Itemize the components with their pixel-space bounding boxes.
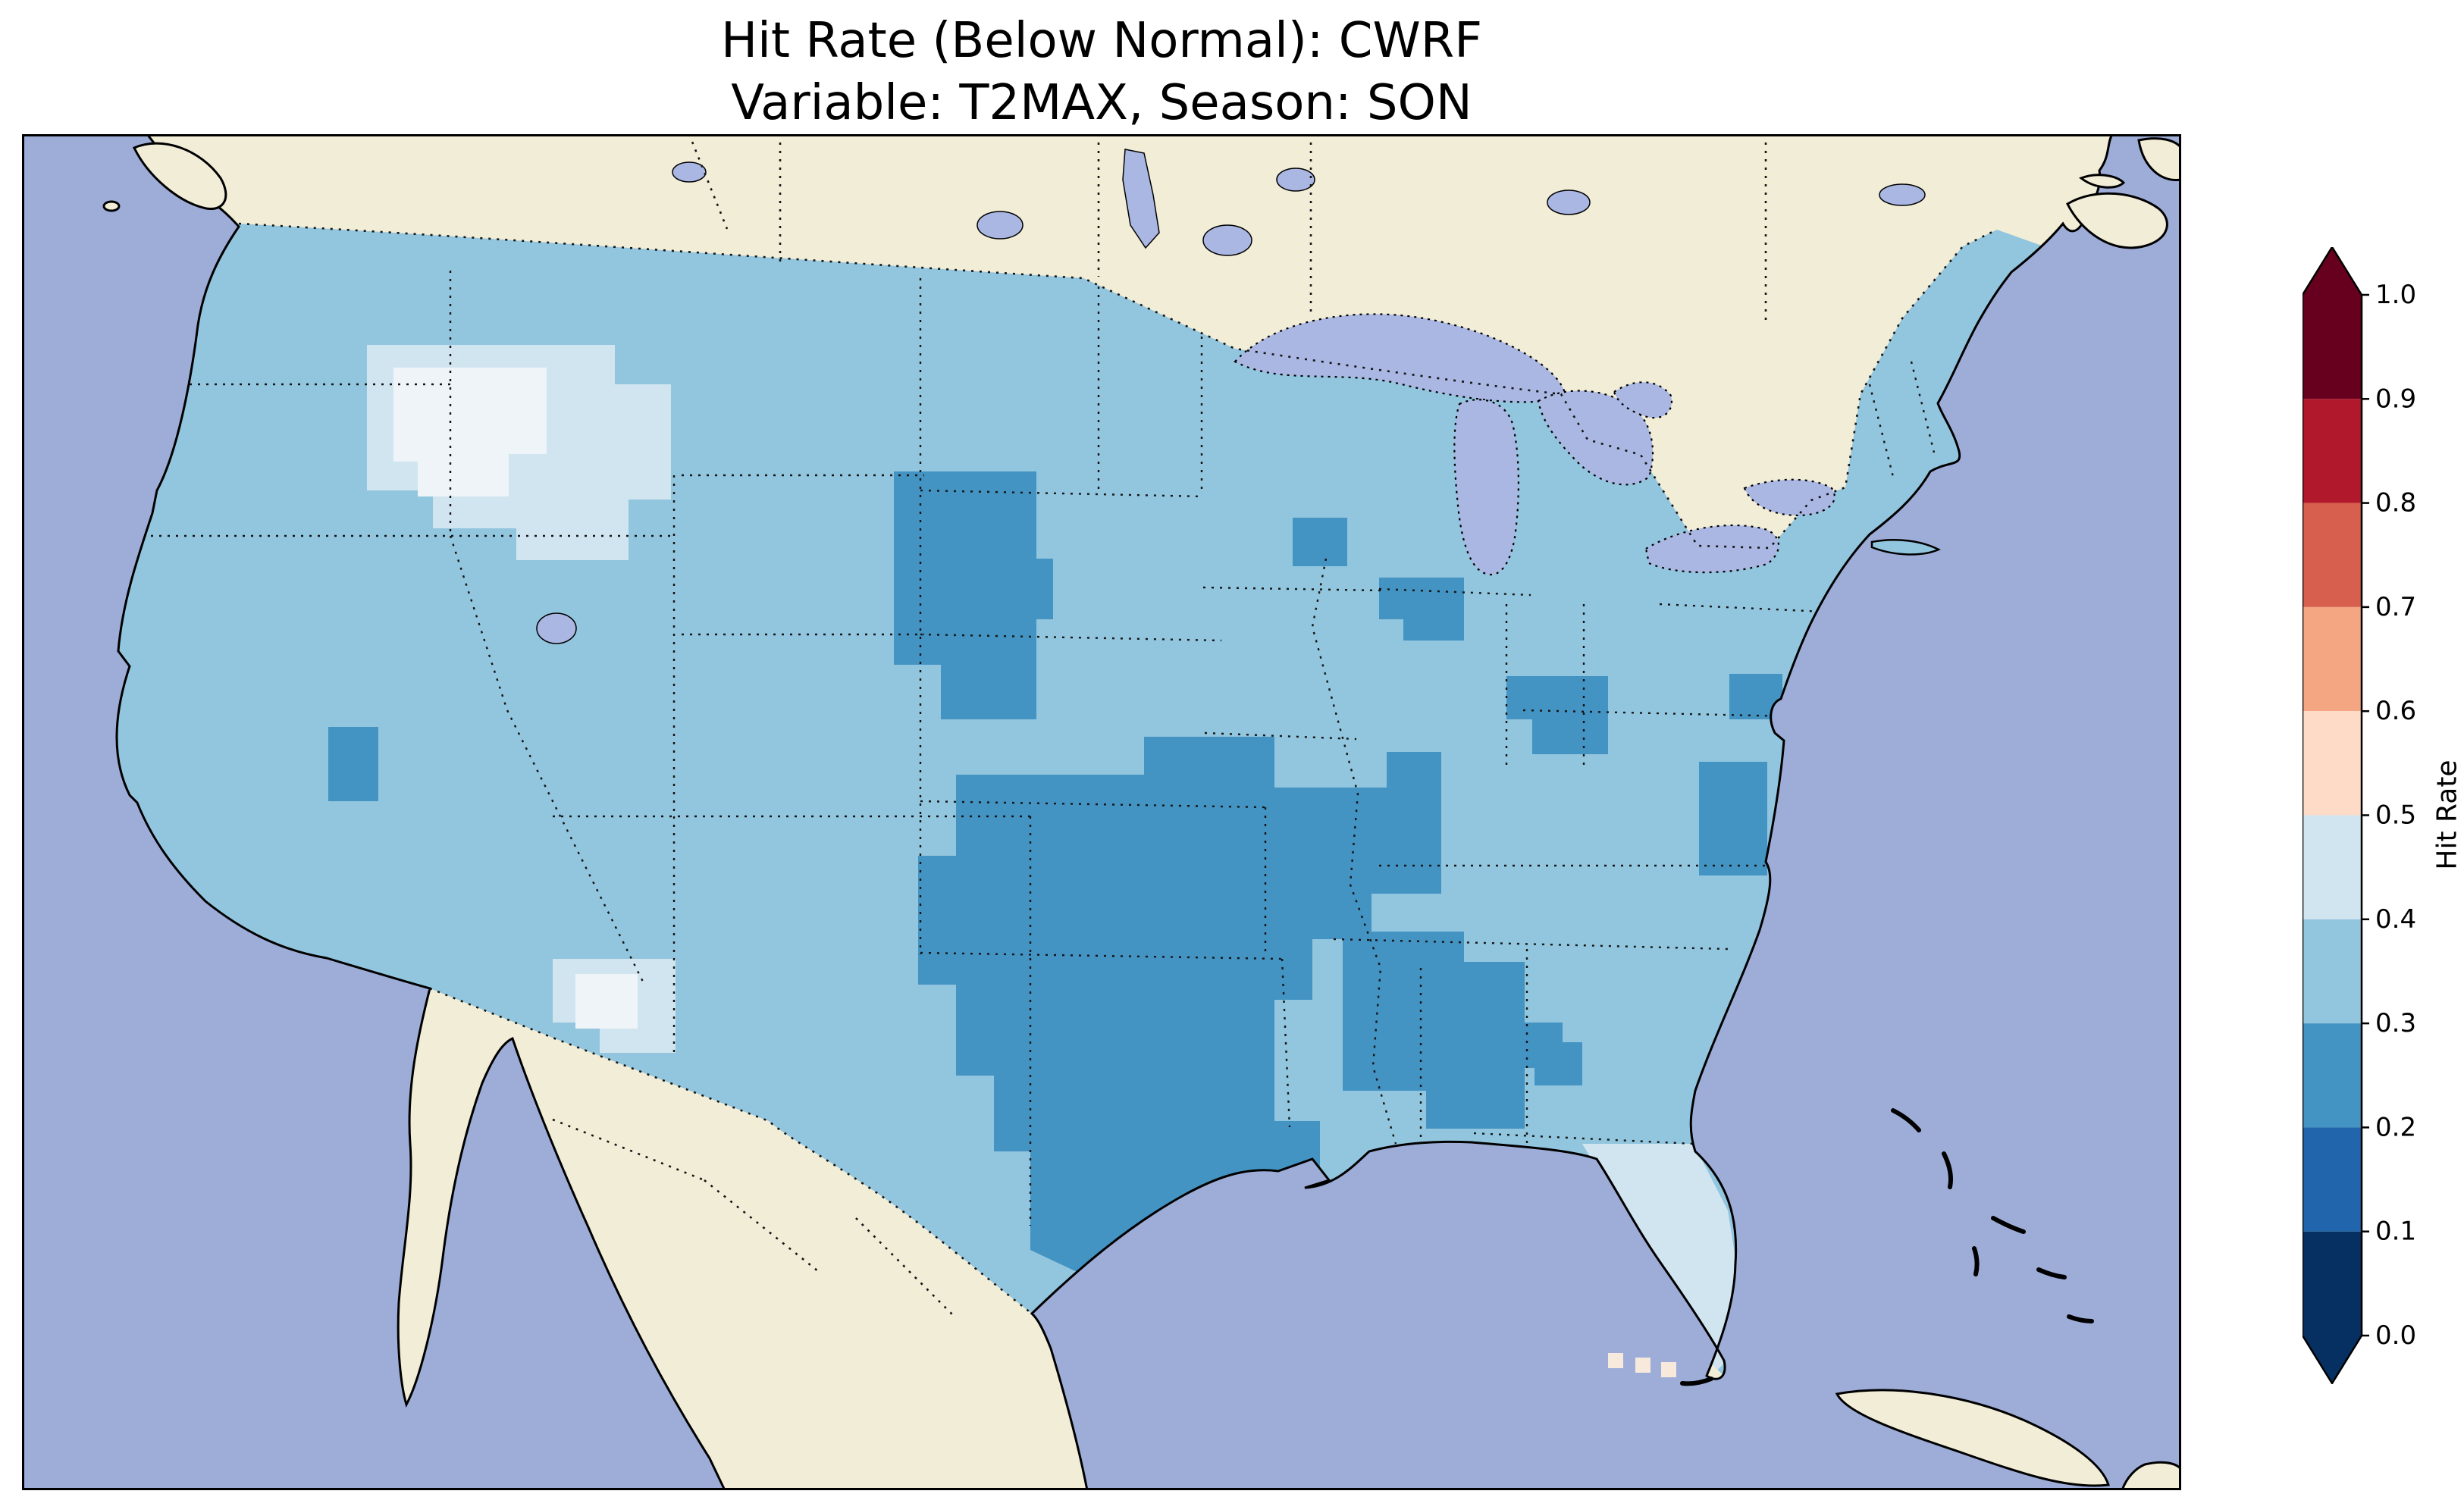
region-minnesota-wisconsin-dark-patch <box>1293 518 1347 566</box>
tick-label: 0.3 <box>2375 1008 2416 1038</box>
axes-frame <box>22 134 2181 1490</box>
colorbar-extend-under <box>2303 1336 2362 1383</box>
tick-label: 0.9 <box>2375 384 2416 414</box>
figure-title: Hit Rate (Below Normal): CWRF Variable: … <box>22 11 2181 135</box>
colorbar-extend-over <box>2303 247 2362 295</box>
colorbar-canvas: 1.0 0.9 0.8 0.7 0.6 0.5 0.4 0.3 0.2 0.1 … <box>2301 245 2416 1386</box>
keys-cell-3 <box>1661 1362 1676 1377</box>
colorbar: 1.0 0.9 0.8 0.7 0.6 0.5 0.4 0.3 0.2 0.1 … <box>2301 245 2454 1386</box>
region-georgia-coast-dark-patch <box>1535 1042 1582 1085</box>
tick-label: 0.2 <box>2375 1112 2416 1142</box>
cuba <box>1835 1389 2110 1487</box>
colorbar-segment <box>2303 1127 2362 1232</box>
colorbar-segment <box>2303 1023 2362 1128</box>
canada-lake-2 <box>1202 224 1252 256</box>
colorbar-segment <box>2303 815 2362 919</box>
colorbar-segment <box>2303 503 2362 607</box>
figure-title-line1: Hit Rate (Below Normal): CWRF <box>721 13 1482 69</box>
canada-lakes <box>536 149 1926 644</box>
mexico-state-borders <box>552 1118 955 1317</box>
region-ohio-dark-patch <box>1506 676 1608 754</box>
colorbar-segment <box>2303 606 2362 712</box>
vancouver-island <box>132 142 227 210</box>
region-wyoming-nearwhite-core <box>393 368 547 496</box>
tick-label: 0.4 <box>2375 904 2416 935</box>
tick-label: 0.1 <box>2375 1217 2416 1247</box>
small-island-1 <box>102 200 121 212</box>
map-panel <box>22 133 2183 1492</box>
colorbar-tick-marks <box>2362 293 2369 1337</box>
colorbar-segment <box>2303 711 2362 816</box>
tick-label: 0.8 <box>2375 488 2416 518</box>
tick-label: 1.0 <box>2375 280 2416 310</box>
region-nebraska-kansas-dark-patch <box>894 471 1053 719</box>
lake-winnipeg <box>1122 149 1160 249</box>
keys-cell-1 <box>1608 1353 1623 1368</box>
region-alabama-georgia-dark-patch <box>1343 932 1563 1129</box>
canada-lake-1 <box>977 211 1024 240</box>
long-island <box>1870 538 1941 556</box>
bahamas-islands <box>1680 1108 2094 1386</box>
lake-huron <box>1537 390 1654 486</box>
region-central-california-dark-patch <box>328 727 378 801</box>
georgian-bay <box>1613 381 1673 419</box>
region-arizona-nearwhite-core <box>575 974 638 1029</box>
canada-lake-3 <box>1276 168 1315 192</box>
florida-keys <box>1680 1377 1713 1386</box>
prince-edward-island <box>2079 174 2126 189</box>
lake-erie <box>1644 524 1779 574</box>
figure-title-line2: Variable: T2MAX, Season: SON <box>731 74 1472 131</box>
tick-label: 0.7 <box>2375 592 2416 622</box>
great-salt-lake <box>536 612 577 644</box>
map-canvas <box>22 133 2183 1492</box>
colorbar-segment <box>2303 1231 2362 1336</box>
region-wisconsin-dark-patch <box>1379 578 1464 641</box>
tick-label: 0.0 <box>2375 1320 2416 1351</box>
tick-label: 0.6 <box>2375 696 2416 726</box>
colorbar-tick-labels: 1.0 0.9 0.8 0.7 0.6 0.5 0.4 0.3 0.2 0.1 … <box>2375 280 2416 1351</box>
canada-lake-4 <box>1547 189 1591 215</box>
national-borders <box>238 133 1998 1317</box>
great-lakes <box>1234 313 1835 576</box>
lake-michigan <box>1453 399 1520 576</box>
colorbar-segment <box>2303 295 2362 399</box>
islands <box>102 137 2183 1492</box>
tick-label: 0.5 <box>2375 800 2416 831</box>
canada-lake-6 <box>1879 183 1926 206</box>
us-mexico-border <box>429 987 1033 1315</box>
colorbar-axis-label: Hit Rate <box>2431 760 2463 870</box>
region-southcentral-dark-patch <box>918 737 1441 1275</box>
colorbar-segment <box>2303 919 2362 1024</box>
lake-ontario <box>1743 478 1835 516</box>
state-borders <box>117 271 1936 1226</box>
keys-grid-cells <box>1608 1353 1676 1377</box>
region-virginia-carolina-coast-dark-patch <box>1699 762 1767 875</box>
coastline <box>115 133 2114 1492</box>
colorbar-segment <box>2303 399 2362 503</box>
canada-lake-5 <box>672 161 707 183</box>
nova-scotia <box>2066 192 2168 249</box>
keys-cell-2 <box>1635 1358 1651 1373</box>
